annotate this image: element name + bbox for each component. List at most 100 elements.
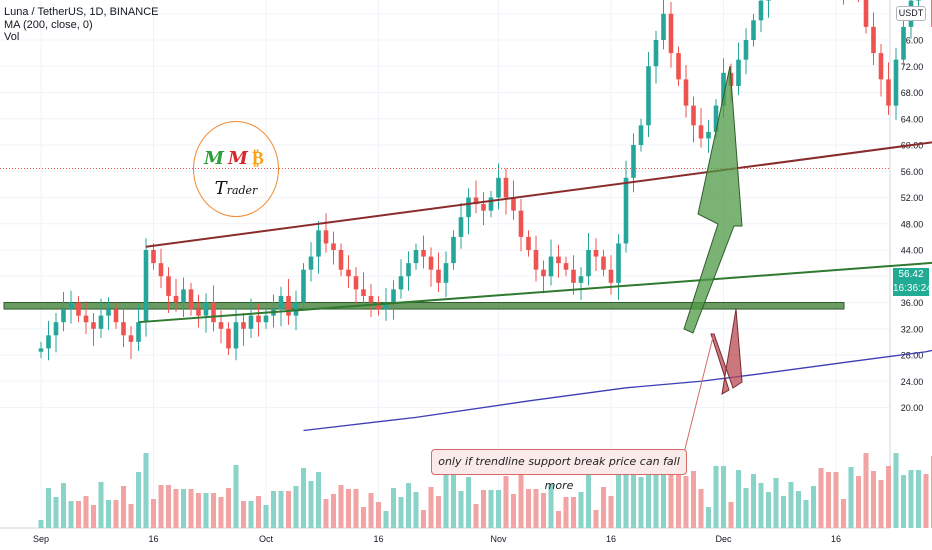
candle-body (698, 125, 704, 139)
volume-bar (338, 485, 344, 528)
candle-body (136, 322, 141, 342)
volume-indicator-label[interactable]: Vol (4, 31, 20, 43)
candle-body (308, 256, 314, 270)
candle-body (76, 302, 81, 316)
resistance-trendline[interactable] (145, 47, 932, 248)
candle-body (541, 269, 546, 277)
volume-bar (653, 463, 659, 528)
volume-bar (226, 488, 231, 528)
candle-body (473, 197, 479, 205)
volume-bar (616, 453, 621, 528)
candle-body (571, 269, 576, 283)
volume-bar (848, 467, 854, 528)
volume-bar (248, 501, 254, 528)
candle-body (518, 210, 524, 237)
candle-body (623, 177, 629, 244)
volume-bar (76, 501, 81, 528)
volume-bar (316, 472, 321, 528)
candle-body (173, 295, 179, 303)
ma-indicator-label[interactable]: MA (200, close, 0) (4, 18, 93, 31)
candle-body (436, 269, 441, 283)
candle-body (143, 250, 149, 323)
volume-bar (151, 499, 156, 528)
volume-bar (631, 473, 636, 528)
volume-bar (211, 493, 216, 528)
volume-bar (61, 483, 66, 528)
candle-body (383, 302, 389, 310)
volume-bar (796, 491, 801, 528)
volume-bar (721, 466, 726, 528)
candle-body (631, 145, 636, 178)
volume-bar (638, 477, 644, 528)
volume-bar (541, 493, 546, 528)
volume-bar (241, 501, 246, 528)
volume-bar (691, 471, 696, 528)
volume-bar (361, 507, 366, 528)
candle-body (578, 276, 584, 283)
candle-body (241, 322, 246, 329)
volume-bar (818, 468, 824, 528)
price-tick-label: 64.00 (901, 114, 924, 124)
candle-body (601, 256, 606, 270)
volume-bar (923, 474, 929, 528)
candle-body (886, 79, 891, 106)
candle-body (263, 315, 269, 323)
volume-bar (533, 489, 539, 528)
support-trendline[interactable] (138, 211, 932, 324)
candle-body (676, 53, 681, 80)
candle-body (338, 250, 344, 270)
last-price-label: 56.42 (893, 268, 929, 282)
currency-badge[interactable]: USDT (896, 6, 926, 21)
volume-bar (68, 501, 74, 528)
candle-body (646, 66, 651, 126)
symbol-title[interactable]: Luna / TetherUS, 1D, BINANCE (4, 6, 159, 18)
logo-trader-rest: rader (226, 184, 258, 197)
volume-bar (586, 474, 591, 528)
candle-body (511, 197, 516, 211)
candle-body (458, 217, 464, 237)
price-tick-label: 20.00 (901, 403, 924, 413)
candle-body (503, 177, 509, 198)
price-tick-label: 68.00 (901, 88, 924, 98)
volume-bar (886, 466, 891, 528)
candle-body (481, 204, 486, 211)
time-tick-label: Sep (33, 534, 49, 544)
volume-bar (376, 502, 381, 528)
candle-body (421, 250, 426, 257)
time-tick-label: 16 (148, 534, 158, 544)
candle-body (53, 322, 59, 336)
volume-bar (473, 504, 479, 528)
volume-bar (668, 463, 674, 528)
price-tick-label: 56.00 (901, 167, 924, 177)
candle-body (158, 263, 164, 277)
volume-bar (391, 488, 396, 528)
volume-bar (458, 491, 464, 528)
volume-bar (368, 493, 374, 528)
note-pointer (683, 336, 714, 454)
volume-bar (578, 492, 584, 528)
candle-body (278, 295, 284, 310)
candle-body (706, 131, 711, 139)
volume-bar (593, 510, 599, 528)
candle-body (916, 0, 921, 1)
volume-bar (466, 477, 471, 528)
volume-bar (773, 478, 779, 528)
candle-body (316, 230, 321, 257)
volume-bar (301, 468, 306, 528)
volume-bar (436, 496, 441, 528)
up-arrow-shape[interactable] (683, 66, 743, 334)
volume-bar (511, 494, 516, 528)
candle-body (353, 276, 359, 290)
candle-body (61, 309, 66, 323)
volume-bar (346, 489, 351, 528)
candle-body (211, 302, 216, 323)
time-tick-label: 16 (606, 534, 616, 544)
price-tick-label: 28.00 (901, 351, 924, 361)
candle-body (713, 105, 719, 132)
volume-bar (218, 497, 224, 528)
volume-bar (811, 486, 816, 528)
volume-bar (826, 472, 831, 528)
support-zone[interactable] (3, 302, 845, 310)
down-arrow-shape[interactable] (710, 308, 743, 395)
